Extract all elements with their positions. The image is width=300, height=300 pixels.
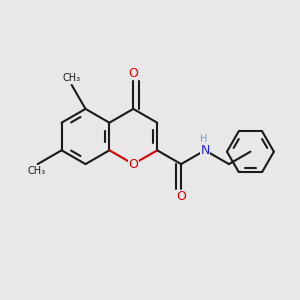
Text: H: H xyxy=(200,134,207,144)
Text: O: O xyxy=(176,190,186,203)
Text: CH₃: CH₃ xyxy=(27,167,45,176)
Text: N: N xyxy=(200,144,210,157)
Text: O: O xyxy=(128,158,138,171)
Text: O: O xyxy=(128,67,138,80)
Text: CH₃: CH₃ xyxy=(63,73,81,82)
